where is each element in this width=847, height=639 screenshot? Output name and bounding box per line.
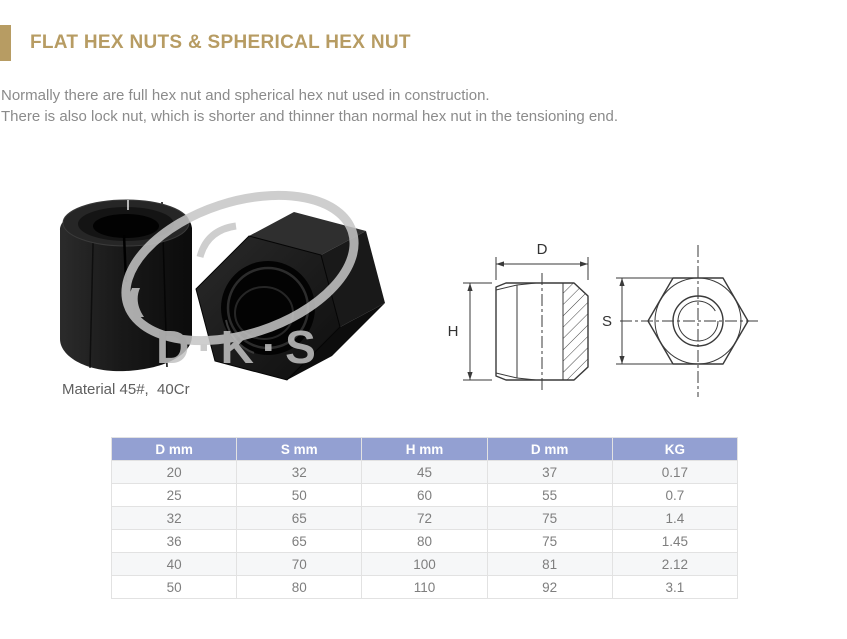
table-row: 20 32 45 37 0.17 bbox=[110, 460, 739, 484]
table-cell: 75 bbox=[486, 529, 613, 553]
technical-drawing: D H bbox=[440, 235, 847, 410]
watermark-text: D·K·S bbox=[156, 321, 324, 373]
description-line-2: There is also lock nut, which is shorter… bbox=[1, 108, 619, 125]
table-cell: 72 bbox=[361, 506, 488, 530]
side-section-view: D H bbox=[448, 241, 589, 391]
product-photo-graphic: D·K·S bbox=[60, 190, 385, 381]
hex-front-view: S bbox=[602, 245, 760, 397]
spec-table: D mm S mm H mm D mm KG 20 32 45 37 0.17 25 50 60 55 0.… bbox=[110, 437, 739, 599]
table-cell: 75 bbox=[486, 506, 613, 530]
column-header: D mm bbox=[486, 437, 613, 461]
table-cell: 80 bbox=[236, 575, 363, 599]
table-cell: 70 bbox=[236, 552, 363, 576]
table-row: 25 50 60 55 0.7 bbox=[110, 483, 739, 507]
dimension-label-h: H bbox=[448, 323, 459, 340]
table-row: 36 65 80 75 1.45 bbox=[110, 529, 739, 553]
table-cell: 25 bbox=[110, 483, 238, 507]
table-cell: 81 bbox=[486, 552, 613, 576]
description-line-1: Normally there are full hex nut and sphe… bbox=[1, 87, 490, 104]
table-cell: 65 bbox=[236, 529, 363, 553]
table-cell: 50 bbox=[110, 575, 238, 599]
dimension-label-s: S bbox=[602, 313, 612, 330]
table-cell: 92 bbox=[486, 575, 613, 599]
table-cell: 60 bbox=[361, 483, 488, 507]
title-accent-bar bbox=[0, 25, 11, 61]
table-cell: 0.7 bbox=[611, 483, 739, 507]
dimension-label-d: D bbox=[537, 241, 548, 258]
table-cell: 20 bbox=[110, 460, 238, 484]
table-cell: 65 bbox=[236, 506, 363, 530]
table-cell: 0.17 bbox=[611, 460, 739, 484]
table-cell: 3.1 bbox=[611, 575, 739, 599]
table-cell: 50 bbox=[236, 483, 363, 507]
table-cell: 32 bbox=[236, 460, 363, 484]
table-cell: 2.12 bbox=[611, 552, 739, 576]
table-cell: 40 bbox=[110, 552, 238, 576]
table-row: 32 65 72 75 1.4 bbox=[110, 506, 739, 530]
column-header: KG bbox=[611, 437, 739, 461]
page-title: FLAT HEX NUTS & SPHERICAL HEX NUT bbox=[30, 32, 411, 53]
table-cell: 55 bbox=[486, 483, 613, 507]
table-cell: 37 bbox=[486, 460, 613, 484]
table-cell: 1.45 bbox=[611, 529, 739, 553]
description: Normally there are full hex nut and sphe… bbox=[1, 85, 618, 127]
product-photo: D·K·S bbox=[40, 160, 390, 395]
table-cell: 36 bbox=[110, 529, 238, 553]
hex-nut-tilted-image bbox=[195, 212, 385, 381]
dks-watermark: D·K·S bbox=[121, 190, 359, 373]
column-header: H mm bbox=[361, 437, 488, 461]
table-cell: 32 bbox=[110, 506, 238, 530]
table-cell: 110 bbox=[361, 575, 488, 599]
table-row: 50 80 110 92 3.1 bbox=[110, 575, 739, 599]
table-row: 40 70 100 81 2.12 bbox=[110, 552, 739, 576]
column-header: D mm bbox=[110, 437, 238, 461]
material-note: Material 45#, 40Cr bbox=[62, 381, 190, 398]
table-header-row: D mm S mm H mm D mm KG bbox=[110, 437, 739, 461]
table-cell: 80 bbox=[361, 529, 488, 553]
table-cell: 45 bbox=[361, 460, 488, 484]
table-cell: 100 bbox=[361, 552, 488, 576]
table-cell: 1.4 bbox=[611, 506, 739, 530]
technical-drawing-graphic: D H bbox=[448, 241, 760, 397]
column-header: S mm bbox=[236, 437, 363, 461]
